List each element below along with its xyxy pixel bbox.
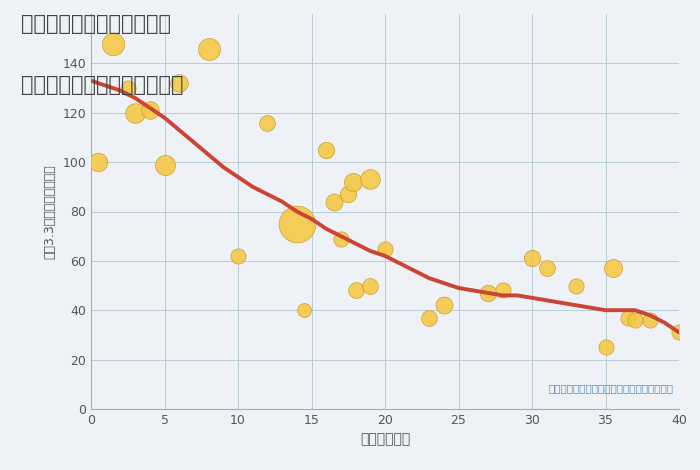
Point (92, 158, 104, 166)
Point (600, 344, 611, 351)
Point (347, 178, 358, 186)
Point (335, 235, 346, 243)
Point (144, 107, 155, 114)
Point (122, 85, 133, 92)
Point (570, 282, 582, 289)
Point (379, 245, 391, 252)
Point (321, 146, 332, 154)
Point (130, 109, 141, 117)
Point (365, 176, 376, 183)
Point (203, 45, 214, 52)
Point (291, 220, 302, 227)
Point (629, 316, 641, 324)
Text: 奈良県奈良市月ヶ瀬尾山の: 奈良県奈良市月ヶ瀬尾山の (21, 14, 171, 34)
Point (644, 316, 655, 324)
Point (673, 329, 685, 336)
Point (482, 289, 493, 297)
Point (262, 119, 273, 126)
Point (350, 287, 361, 294)
Point (365, 282, 376, 289)
Y-axis label: 坪（3.3㎡）単価（万円）: 坪（3.3㎡）単価（万円） (43, 164, 57, 259)
Point (159, 161, 170, 168)
Point (298, 306, 309, 314)
Point (541, 265, 552, 272)
Text: 築年数別中古マンション価格: 築年数別中古マンション価格 (21, 75, 183, 95)
X-axis label: 築年数（年）: 築年数（年） (360, 432, 410, 446)
Point (108, 40, 119, 47)
Text: 円の大きさは、取引のあった物件面積を示す: 円の大きさは、取引のあった物件面積を示す (548, 383, 673, 393)
Point (424, 314, 435, 321)
Point (608, 265, 619, 272)
Point (328, 198, 340, 205)
Point (343, 190, 354, 198)
Point (174, 79, 185, 87)
Point (622, 314, 634, 321)
Point (232, 252, 244, 259)
Point (438, 302, 449, 309)
Point (497, 287, 508, 294)
Point (526, 255, 538, 262)
